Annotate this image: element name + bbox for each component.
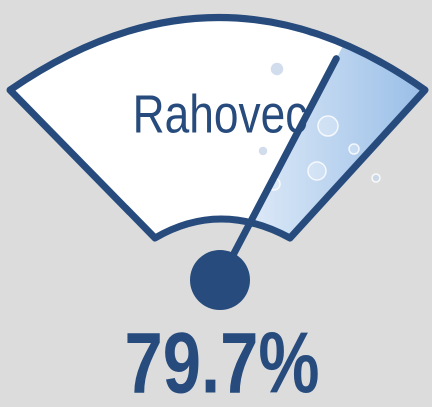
gauge-fill-layer [220, 17, 425, 238]
bubbles [257, 28, 381, 191]
gauge-title: Rahovec [133, 84, 308, 144]
needle [216, 55, 340, 284]
value-label: 79.7% [124, 315, 319, 407]
needle-layer [190, 55, 340, 310]
gauge-outline [6, 14, 429, 242]
gauge-fill [220, 17, 425, 238]
needle-hub [190, 250, 250, 310]
